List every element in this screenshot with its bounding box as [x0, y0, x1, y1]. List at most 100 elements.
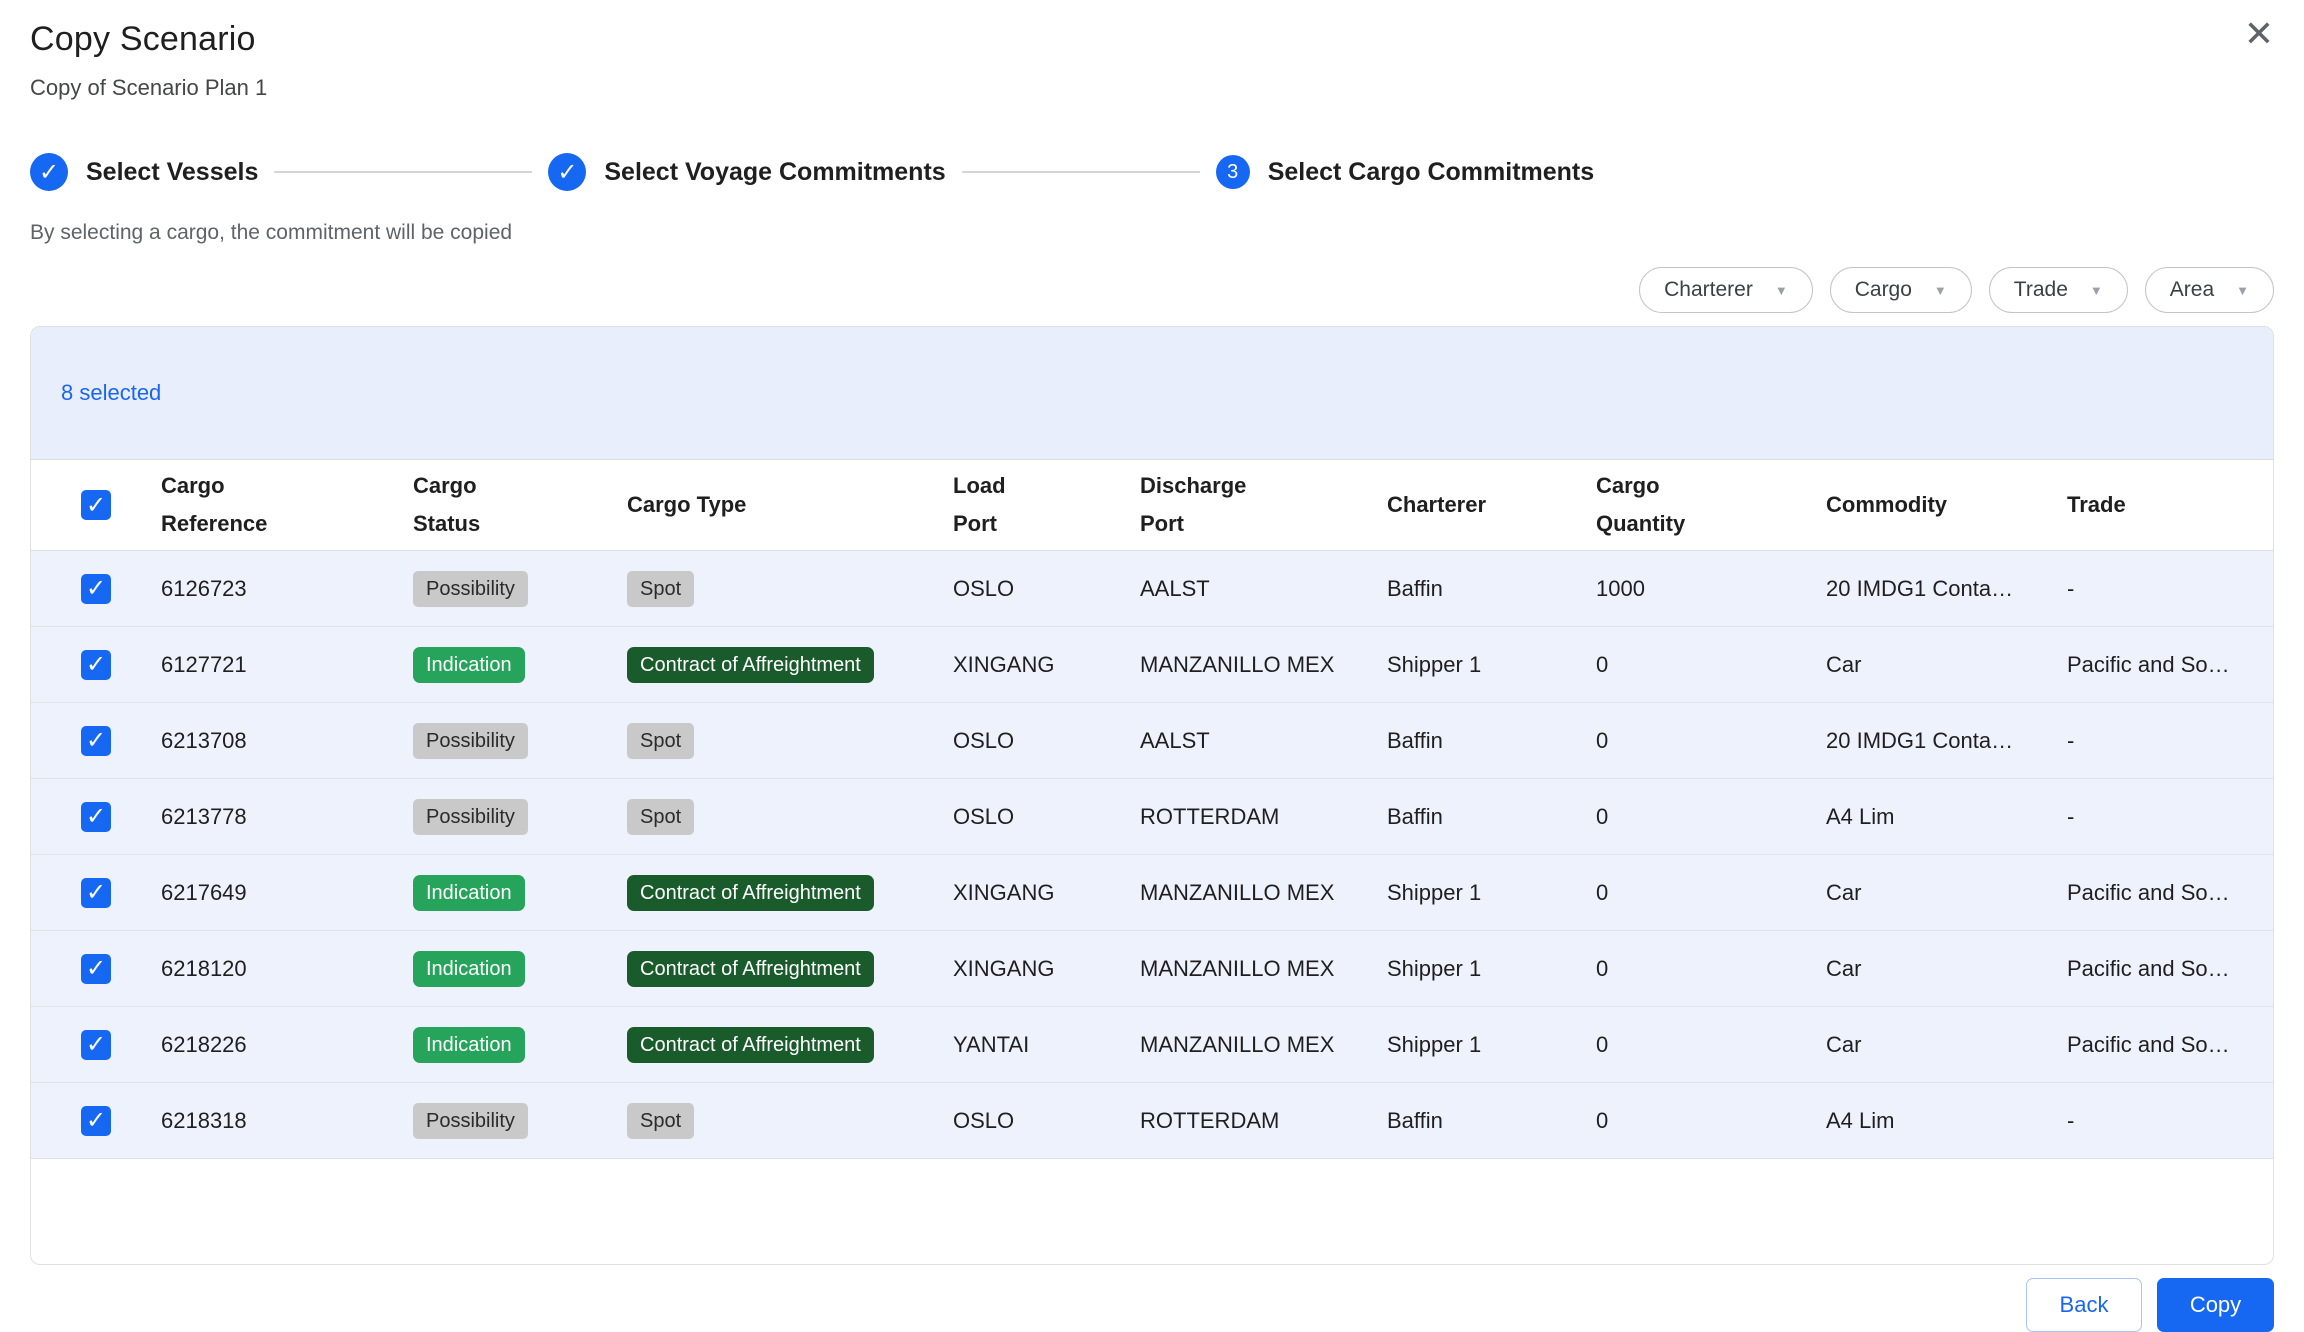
status-badge: Contract of Affreightment: [627, 950, 874, 987]
back-button[interactable]: Back: [2026, 1278, 2142, 1332]
table-header-row: ✓ Cargo Reference Cargo Status Cargo Type Loa…: [31, 460, 2273, 551]
row-checkbox-cell: ✓: [31, 573, 161, 604]
cell-cargo-type: Spot: [627, 798, 953, 835]
table-row[interactable]: ✓ 6126723 Possibility Spot OSLO AALST Baffin 10…: [31, 551, 2273, 627]
row-checkbox[interactable]: ✓: [81, 801, 111, 832]
cell-charterer: Baffin: [1387, 575, 1443, 601]
table-row[interactable]: ✓ 6213778 Possibility Spot OSLO ROTTERDAM Baff…: [31, 779, 2273, 855]
column-header-discharge-port: Discharge Port: [1140, 473, 1247, 536]
selected-count: 8 selected: [61, 380, 162, 405]
table-row[interactable]: ✓ 6217649 Indication Contract of Affreightm…: [31, 855, 2273, 931]
status-badge: Contract of Affreightment: [627, 646, 874, 683]
cell-cargo-reference: 6126723: [161, 575, 247, 601]
cell-trade: Pacific and So…: [2067, 955, 2230, 981]
cell-load-port: OSLO: [953, 803, 1015, 829]
cell-cargo-quantity: 1000: [1596, 575, 1645, 601]
status-badge: Contract of Affreightment: [627, 874, 874, 911]
cell-cargo-type: Contract of Affreightment: [627, 1026, 953, 1063]
column-header-charterer: Charterer: [1387, 492, 1487, 518]
filter-cargo[interactable]: Cargo ▼: [1829, 267, 1972, 313]
cell-cargo-quantity: 0: [1596, 879, 1609, 905]
column-header-load-port: Load Port: [953, 473, 1006, 536]
cell-cargo-status: Possibility: [413, 570, 627, 607]
status-badge: Indication: [413, 1026, 525, 1063]
status-badge: Spot: [627, 798, 695, 835]
cell-discharge-port: AALST: [1140, 575, 1210, 601]
cell-cargo-quantity: 0: [1596, 1107, 1609, 1133]
status-badge: Indication: [413, 874, 525, 911]
cell-load-port: OSLO: [953, 1107, 1015, 1133]
table-row[interactable]: ✓ 6218120 Indication Contract of Affreightm…: [31, 931, 2273, 1007]
table-row[interactable]: ✓ 6127721 Indication Contract of Affreightm…: [31, 627, 2273, 703]
table-row[interactable]: ✓ 6218318 Possibility Spot OSLO ROTTERDAM Baff…: [31, 1083, 2273, 1159]
cell-commodity: Car: [1826, 955, 1862, 981]
step-select-cargo-commitments[interactable]: 3 Select Cargo Commitments: [1215, 155, 1594, 189]
filter-area[interactable]: Area ▼: [2144, 267, 2274, 313]
cell-cargo-reference: 6218120: [161, 955, 247, 981]
status-badge: Possibility: [413, 722, 528, 759]
filter-trade[interactable]: Trade ▼: [1988, 267, 2128, 313]
cell-charterer: Shipper 1: [1387, 879, 1482, 905]
header-checkbox-cell: ✓: [31, 490, 161, 520]
column-header-commodity: Commodity: [1826, 492, 1947, 518]
status-badge: Indication: [413, 950, 525, 987]
column-header-cargo-type: Cargo Type: [627, 492, 747, 518]
cargo-commitments-table: 8 selected ✓ Cargo Reference Cargo Status Ca…: [30, 326, 2274, 1265]
selection-band: 8 selected: [31, 327, 2273, 460]
cell-load-port: OSLO: [953, 575, 1015, 601]
cell-cargo-quantity: 0: [1596, 727, 1609, 753]
filter-label: Trade: [2013, 278, 2068, 301]
step-connector: [274, 171, 533, 173]
filter-charterer[interactable]: Charterer ▼: [1639, 267, 1813, 313]
chevron-down-icon: ▼: [1774, 282, 1788, 298]
step-select-voyage-commitments[interactable]: ✓ Select Voyage Commitments: [548, 153, 946, 191]
cell-cargo-reference: 6218226: [161, 1031, 247, 1057]
cell-commodity: Car: [1826, 1031, 1862, 1057]
row-checkbox-cell: ✓: [31, 801, 161, 832]
row-checkbox-cell: ✓: [31, 1029, 161, 1060]
cell-load-port: XINGANG: [953, 879, 1055, 905]
table-row[interactable]: ✓ 6213708 Possibility Spot OSLO AALST Baffin 0 2…: [31, 703, 2273, 779]
cell-load-port: OSLO: [953, 727, 1015, 753]
filter-label: Charterer: [1664, 278, 1753, 301]
cell-cargo-status: Indication: [413, 646, 627, 683]
step-connector: [961, 171, 1200, 173]
cell-cargo-type: Spot: [627, 570, 953, 607]
table-row[interactable]: ✓ 6218226 Indication Contract of Affreightm…: [31, 1007, 2273, 1083]
step-select-vessels[interactable]: ✓ Select Vessels: [30, 153, 258, 191]
step-number-badge: 3: [1215, 155, 1250, 189]
row-checkbox[interactable]: ✓: [81, 877, 111, 908]
row-checkbox-cell: ✓: [31, 1105, 161, 1136]
row-checkbox[interactable]: ✓: [81, 1105, 111, 1136]
close-icon[interactable]: ✕: [2243, 13, 2274, 54]
row-checkbox[interactable]: ✓: [81, 1029, 111, 1060]
cell-load-port: XINGANG: [953, 651, 1055, 677]
column-header-cargo-quantity: Cargo Quantity: [1596, 473, 1686, 536]
cell-cargo-type: Contract of Affreightment: [627, 874, 953, 911]
cell-cargo-status: Possibility: [413, 798, 627, 835]
row-checkbox[interactable]: ✓: [81, 649, 111, 680]
row-checkbox[interactable]: ✓: [81, 725, 111, 756]
row-checkbox-cell: ✓: [31, 877, 161, 908]
modal-subtitle: Copy of Scenario Plan 1: [30, 75, 268, 100]
select-all-checkbox[interactable]: ✓: [81, 490, 111, 520]
step-complete-check-icon: ✓: [30, 153, 68, 191]
cell-cargo-status: Indication: [413, 950, 627, 987]
cell-charterer: Shipper 1: [1387, 1031, 1482, 1057]
status-badge: Spot: [627, 1102, 695, 1139]
copy-button[interactable]: Copy: [2157, 1278, 2274, 1332]
cell-cargo-type: Contract of Affreightment: [627, 646, 953, 683]
cell-cargo-reference: 6213708: [161, 727, 247, 753]
cell-discharge-port: ROTTERDAM: [1140, 803, 1280, 829]
cell-trade: -: [2067, 727, 2075, 753]
row-checkbox[interactable]: ✓: [81, 573, 111, 604]
cell-cargo-type: Spot: [627, 722, 953, 759]
row-checkbox[interactable]: ✓: [81, 953, 111, 984]
column-header-cargo-status: Cargo Status: [413, 473, 481, 536]
cell-commodity: 20 IMDG1 Conta…: [1826, 575, 2014, 601]
cell-cargo-type: Contract of Affreightment: [627, 950, 953, 987]
filter-label: Area: [2169, 278, 2215, 301]
cell-trade: Pacific and So…: [2067, 879, 2230, 905]
row-checkbox-cell: ✓: [31, 649, 161, 680]
